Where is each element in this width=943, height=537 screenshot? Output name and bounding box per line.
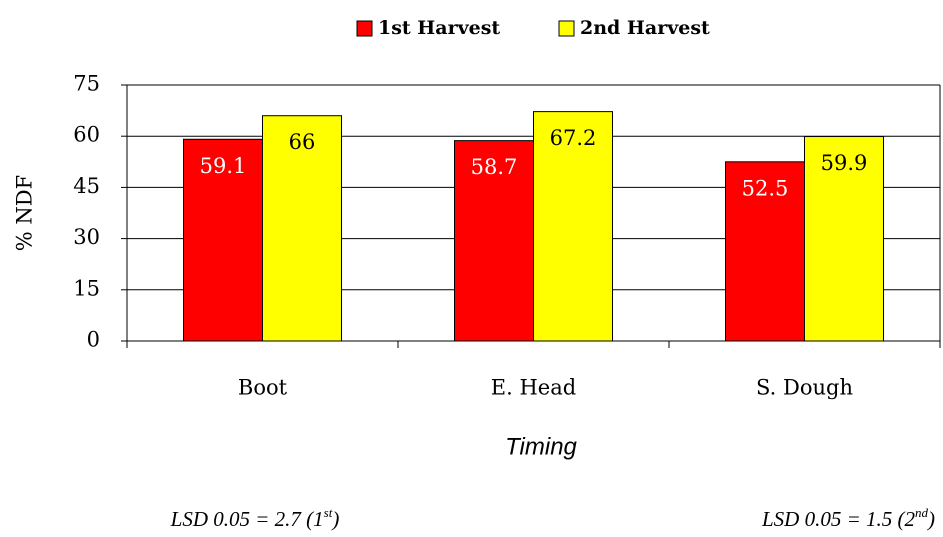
data-label: 67.2	[550, 126, 597, 150]
bar	[804, 136, 884, 342]
annotation-text: LSD 0.05 = 2.7 (1	[170, 507, 324, 531]
data-label: 66	[289, 130, 316, 154]
legend-swatch	[356, 20, 373, 37]
bar	[262, 115, 342, 342]
y-tick-label: 75	[73, 72, 100, 96]
x-tick-label: S. Dough	[756, 376, 853, 400]
x-tick-label: E. Head	[491, 376, 576, 400]
data-label: 59.1	[200, 154, 247, 178]
legend-label: 2nd Harvest	[580, 17, 710, 39]
y-tick-label: 30	[73, 225, 100, 249]
annotation-end: )	[927, 507, 935, 531]
x-tick-label: Boot	[238, 376, 288, 400]
y-tick-label: 45	[73, 174, 100, 198]
data-label: 58.7	[471, 155, 518, 179]
annotation-sup: st	[324, 505, 333, 520]
data-label: 59.9	[821, 151, 868, 175]
bar	[533, 111, 613, 342]
y-tick-label: 0	[87, 328, 100, 352]
bar	[454, 140, 534, 342]
y-axis-label: % NDF	[13, 175, 37, 251]
data-label: 52.5	[742, 176, 789, 200]
annotation: LSD 0.05 = 1.5 (2nd)	[761, 505, 935, 531]
legend-label: 1st Harvest	[378, 17, 500, 39]
annotation-sup: nd	[915, 505, 929, 520]
bar	[183, 138, 263, 342]
annotation-text: LSD 0.05 = 1.5 (2	[761, 507, 916, 531]
x-axis-label: Timing	[505, 433, 577, 460]
annotation-end: )	[331, 507, 339, 531]
annotation: LSD 0.05 = 2.7 (1st)	[170, 505, 340, 531]
y-tick-label: 60	[73, 123, 100, 147]
y-tick-label: 15	[73, 276, 100, 300]
legend-swatch	[558, 20, 575, 37]
